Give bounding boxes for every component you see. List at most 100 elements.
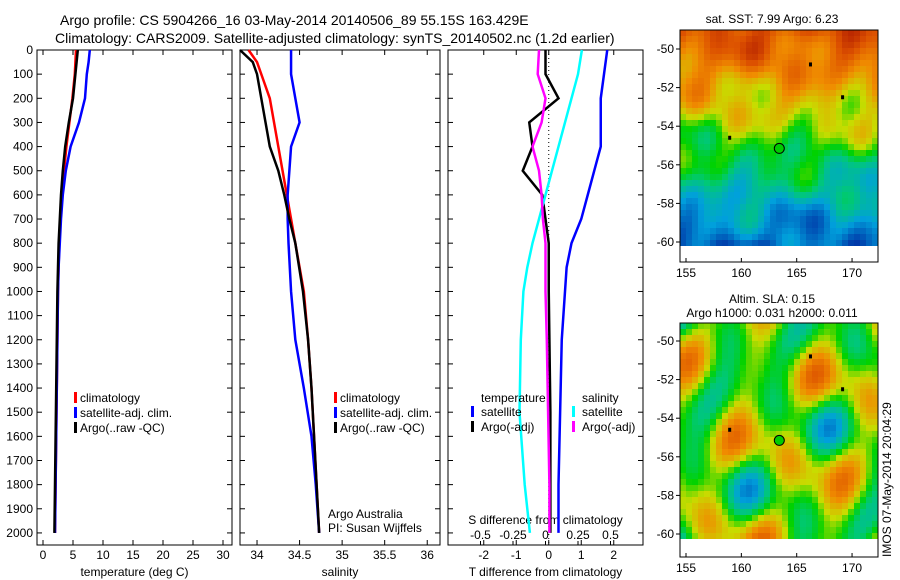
- map-cell: [854, 497, 860, 503]
- map-cell: [806, 66, 812, 72]
- map-cell: [788, 114, 794, 120]
- map-cell: [824, 473, 830, 479]
- map-cell: [698, 78, 704, 84]
- map-cell: [686, 204, 692, 210]
- map-cell: [716, 335, 722, 341]
- map-cell: [842, 240, 848, 246]
- map-cell: [770, 425, 776, 431]
- map-cell: [722, 407, 728, 413]
- map-cell: [788, 431, 794, 437]
- map-cell: [710, 240, 716, 246]
- map-cell: [686, 168, 692, 174]
- map-cell: [752, 156, 758, 162]
- map-cell: [698, 353, 704, 359]
- map-cell: [692, 42, 698, 48]
- map-cell: [866, 222, 872, 228]
- map-cell: [716, 60, 722, 66]
- map-cell: [818, 407, 824, 413]
- map-cell: [692, 228, 698, 234]
- map-cell: [794, 389, 800, 395]
- map-cell: [788, 383, 794, 389]
- map-cell: [734, 335, 740, 341]
- map-cell: [842, 491, 848, 497]
- map-cell: [872, 72, 878, 78]
- map-cell: [722, 42, 728, 48]
- map-cell: [854, 48, 860, 54]
- map-cell: [698, 216, 704, 222]
- map-cell: [854, 42, 860, 48]
- map-cell: [800, 90, 806, 96]
- map-cell: [704, 389, 710, 395]
- map-cell: [710, 186, 716, 192]
- map-cell: [698, 401, 704, 407]
- map-cell: [872, 120, 878, 126]
- map-cell: [788, 323, 794, 329]
- map-cell: [848, 521, 854, 527]
- map-cell: [752, 461, 758, 467]
- map-cell: [800, 180, 806, 186]
- map-cell: [866, 180, 872, 186]
- map-cell: [824, 150, 830, 156]
- map-cell: [698, 132, 704, 138]
- map-cell: [860, 90, 866, 96]
- map-cell: [782, 371, 788, 377]
- map-cell: [758, 36, 764, 42]
- map-cell: [842, 341, 848, 347]
- map-cell: [872, 126, 878, 132]
- y-tick-label: 1100: [7, 309, 33, 323]
- map-cell: [722, 431, 728, 437]
- map-cell: [698, 162, 704, 168]
- legend-sal_title: salinity: [582, 391, 619, 405]
- map-cell: [752, 198, 758, 204]
- map-cell: [686, 323, 692, 329]
- map-cell: [722, 371, 728, 377]
- map-cell: [824, 509, 830, 515]
- map-cell: [830, 431, 836, 437]
- map-cell: [716, 383, 722, 389]
- map-cell: [782, 515, 788, 521]
- map-cell: [704, 323, 710, 329]
- map-cell: [734, 234, 740, 240]
- map-cell: [788, 455, 794, 461]
- map-cell: [764, 114, 770, 120]
- map-cell: [764, 377, 770, 383]
- map-cell: [830, 174, 836, 180]
- map-cell: [794, 497, 800, 503]
- map-cell: [752, 228, 758, 234]
- map-cell: [752, 491, 758, 497]
- map-cell: [710, 371, 716, 377]
- map-cell: [794, 240, 800, 246]
- map-cell: [848, 114, 854, 120]
- map-cell: [794, 347, 800, 353]
- map-cell: [686, 371, 692, 377]
- map-cell: [698, 72, 704, 78]
- map-cell: [716, 120, 722, 126]
- map-cell: [854, 335, 860, 341]
- map-cell: [872, 144, 878, 150]
- map-cell: [824, 467, 830, 473]
- map-cell: [752, 204, 758, 210]
- map-cell: [830, 407, 836, 413]
- map-cell: [848, 210, 854, 216]
- map-cell: [770, 108, 776, 114]
- legend-swatch: [572, 406, 575, 417]
- map-cell: [716, 533, 722, 539]
- map-cell: [812, 527, 818, 533]
- map-cell: [806, 491, 812, 497]
- map-cell: [866, 54, 872, 60]
- map-cell: [740, 234, 746, 240]
- map-cell: [800, 216, 806, 222]
- map-cell: [692, 407, 698, 413]
- map-cell: [830, 503, 836, 509]
- map-cell: [806, 431, 812, 437]
- map-cell: [746, 443, 752, 449]
- map-cell: [812, 48, 818, 54]
- map-cell: [788, 204, 794, 210]
- map-cell: [836, 126, 842, 132]
- map-cell: [866, 186, 872, 192]
- map-cell: [776, 443, 782, 449]
- map-cell: [812, 60, 818, 66]
- map-cell: [824, 132, 830, 138]
- map-cell: [692, 533, 698, 539]
- map-cell: [860, 461, 866, 467]
